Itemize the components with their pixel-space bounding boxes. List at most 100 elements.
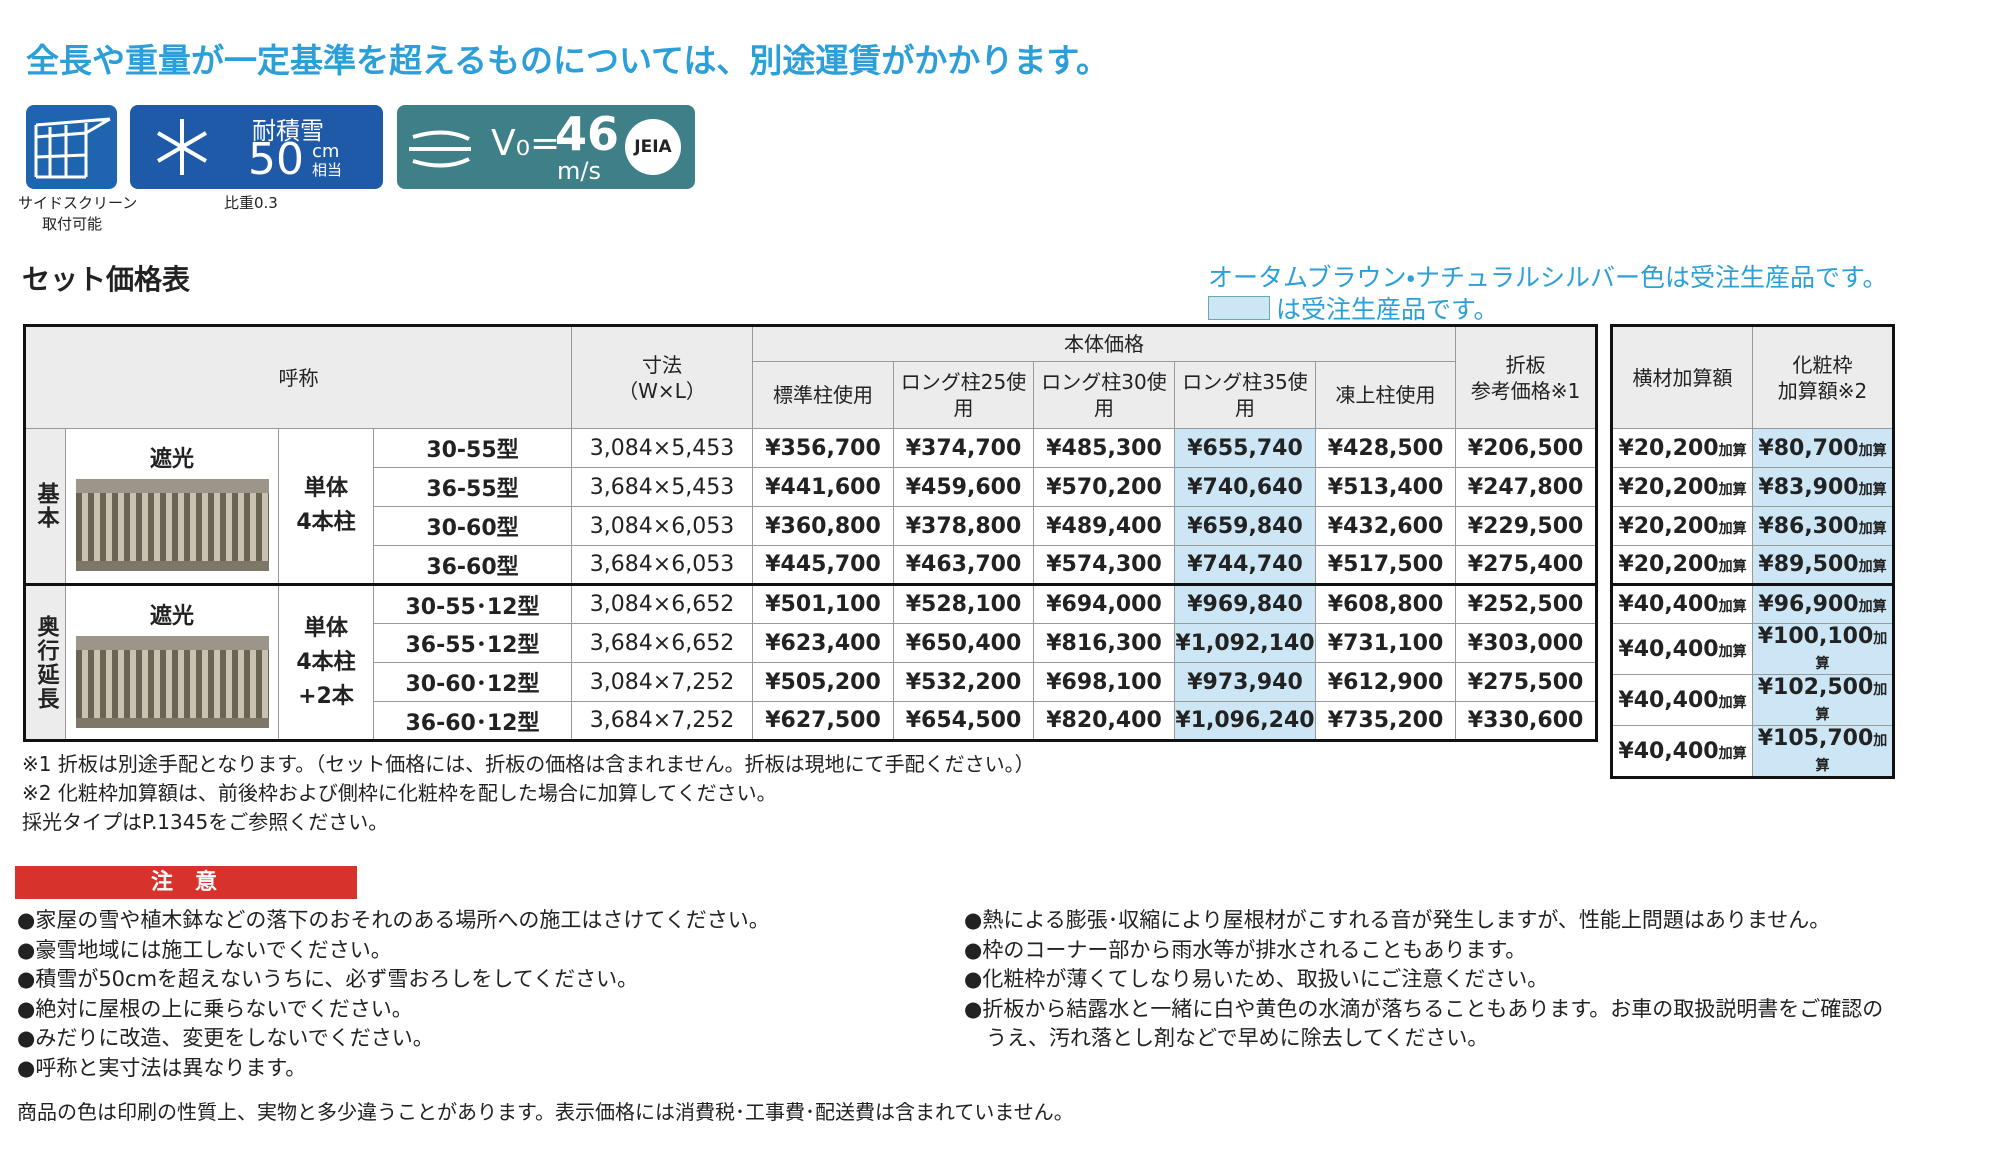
text-line: 折板	[1505, 352, 1546, 377]
table-body: ¥20,200加算 ¥80,700加算 ¥20,200加算 ¥83,900加算 ¥20,…	[1611, 428, 1894, 778]
table-head: 呼称 寸法 （W×L） 本体価格 折板 参考価格※1 標準柱使用 ロング柱25使用 ロング柱30…	[24, 325, 1598, 429]
cell: ¥356,700	[752, 428, 894, 468]
header-cell: ロング柱25使用	[893, 361, 1034, 429]
cell: 30-55･12型	[373, 583, 572, 624]
price: ¥40,400	[1618, 636, 1719, 662]
text-line: 4本柱	[296, 649, 356, 675]
header-row: 呼称 寸法 （W×L） 本体価格 折板 参考価格※1	[24, 325, 1598, 429]
cell: ¥505,200	[752, 662, 894, 702]
trim-cell: ¥83,900加算	[1752, 467, 1894, 507]
text-line: （W×L）	[618, 378, 706, 403]
suffix: 加算	[1718, 559, 1747, 575]
cell: ¥650,400	[893, 623, 1034, 663]
cell: ¥608,800	[1314, 583, 1457, 624]
addon-row: ¥40,400加算 ¥96,900加算	[1611, 583, 1894, 624]
section-title: セット価格表	[22, 263, 191, 296]
header-cell: 折板 参考価格※1	[1455, 325, 1598, 429]
cell: ¥735,200	[1314, 701, 1457, 741]
addon-row: ¥20,200加算 ¥86,300加算	[1611, 506, 1894, 546]
header-cell: 標準柱使用	[752, 361, 894, 429]
cell: ¥816,300	[1033, 623, 1175, 663]
snow-badge: 耐積雪 50 cm 相当	[130, 105, 383, 189]
price-table: 呼称 寸法 （W×L） 本体価格 折板 参考価格※1 標準柱使用 ロング柱25使用 ロング柱30…	[23, 324, 1599, 742]
cell: 3,684×7,252	[571, 701, 753, 741]
cell: 30-60型	[373, 506, 572, 546]
cell: 36-60型	[373, 545, 572, 585]
header-cell: ロング柱35使用	[1174, 361, 1316, 429]
caution-item: ●積雪が50cmを超えないうちに、必ず雪おろしをしてください。	[17, 967, 639, 991]
cell: 36-60･12型	[373, 701, 572, 741]
suffix: 加算	[1718, 481, 1747, 498]
cell: ¥428,500	[1314, 428, 1457, 468]
side-screen-badge	[26, 105, 117, 189]
price-row: 基本 遮光 単体 4本柱 30-55型 3,084×5,453 ¥356,700 ¥374,7…	[24, 428, 1598, 585]
suffix: 加算	[1815, 733, 1888, 774]
text-line: 単体	[303, 476, 348, 501]
text-line: 加算額※2	[1777, 378, 1868, 403]
cell: ¥275,500	[1455, 662, 1598, 702]
caution-left: ●家屋の雪や植木鉢などの落下のおそれのある場所への施工はさけてください。 ●豪雪地…	[17, 906, 770, 1083]
caution-item: ●みだりに改造、変更をしないでください。	[17, 1026, 434, 1050]
roof-image	[75, 635, 269, 728]
price: ¥40,400	[1618, 592, 1719, 617]
beam-cell: ¥40,400加算	[1611, 674, 1753, 726]
table-body: 基本 遮光 単体 4本柱 30-55型 3,084×5,453 ¥356,700 ¥374,7…	[24, 428, 1598, 741]
price: ¥83,900	[1758, 474, 1859, 500]
header-row: 横材加算額 化粧枠 加算額※2	[1611, 325, 1894, 429]
legend-swatch	[1208, 296, 1270, 320]
trim-cell: ¥102,500加算	[1752, 674, 1894, 726]
trim-cell: ¥96,900加算	[1752, 583, 1894, 624]
cell: ¥740,640	[1174, 467, 1316, 507]
caution-item: ●豪雪地域には施工しないでください。	[17, 937, 392, 962]
suffix: 加算	[1718, 694, 1747, 711]
addon-row: ¥40,400加算 ¥100,100加算	[1611, 623, 1894, 675]
beam-cell: ¥40,400加算	[1611, 583, 1753, 624]
cell: ¥969,840	[1174, 583, 1316, 624]
text-line: 単体	[303, 615, 348, 641]
cell: ¥528,100	[893, 583, 1034, 624]
cell: ¥973,940	[1174, 662, 1316, 702]
caution-item: ●家屋の雪や植木鉢などの落下のおそれのある場所への施工はさけてください。	[17, 908, 770, 932]
cell: 3,684×6,053	[571, 545, 753, 585]
wind-unit: m/s	[557, 157, 601, 185]
suffix: 加算	[1858, 559, 1887, 575]
price: ¥80,700	[1758, 435, 1859, 461]
cell: 3,084×7,252	[571, 662, 753, 702]
header-cell: 化粧枠 加算額※2	[1752, 325, 1894, 429]
cell: 30-55型	[373, 428, 572, 468]
addon-row: ¥40,400加算 ¥102,500加算	[1611, 674, 1894, 726]
wind-badge: V₀= 46 m/s JEIA	[397, 105, 695, 189]
suffix: 加算	[1858, 442, 1887, 459]
cell: ¥574,300	[1033, 545, 1175, 585]
cell: ¥485,300	[1033, 428, 1175, 468]
price: ¥20,200	[1618, 513, 1719, 539]
cell: ¥432,600	[1314, 506, 1457, 546]
cell: ¥654,500	[893, 701, 1034, 741]
caution-item: ●熱による膨張･収縮により屋根材がこすれる音が発生しますが、性能上問題はありませ…	[964, 908, 1831, 932]
cell: ¥360,800	[752, 506, 894, 546]
snow-unit: cm	[312, 141, 340, 162]
price: ¥20,200	[1618, 435, 1719, 461]
suffix: 加算	[1815, 682, 1888, 723]
beam-cell: ¥20,200加算	[1611, 428, 1753, 468]
header-cell: 凍上柱使用	[1314, 361, 1457, 429]
trim-cell: ¥89,500加算	[1752, 545, 1894, 585]
cell: ¥820,400	[1033, 701, 1175, 741]
notes: ※1 折板は別途手配となります。（セット価格には、折板の価格は含まれません。折板…	[22, 750, 1035, 837]
text-line: 寸法	[642, 352, 682, 377]
cell: ¥627,500	[752, 701, 894, 741]
text-line: 4本柱	[296, 510, 356, 535]
price: ¥100,100	[1757, 624, 1874, 649]
cell: ¥229,500	[1455, 506, 1598, 546]
suffix: 加算	[1718, 745, 1747, 762]
cell: 3,084×6,053	[571, 506, 753, 546]
price: ¥89,500	[1758, 552, 1859, 577]
addon-row: ¥20,200加算 ¥89,500加算	[1611, 545, 1894, 585]
price-row: 36-60･12型 3,684×7,252 ¥627,500 ¥654,500 ¥820…	[25, 701, 1598, 741]
trim-cell: ¥100,100加算	[1752, 623, 1894, 675]
cell: 3,684×5,453	[571, 467, 753, 507]
price: ¥40,400	[1618, 738, 1719, 764]
addon-row: ¥20,200加算 ¥80,700加算	[1611, 428, 1894, 468]
caution-item: ●呼称と実寸法は異なります。	[17, 1055, 307, 1080]
